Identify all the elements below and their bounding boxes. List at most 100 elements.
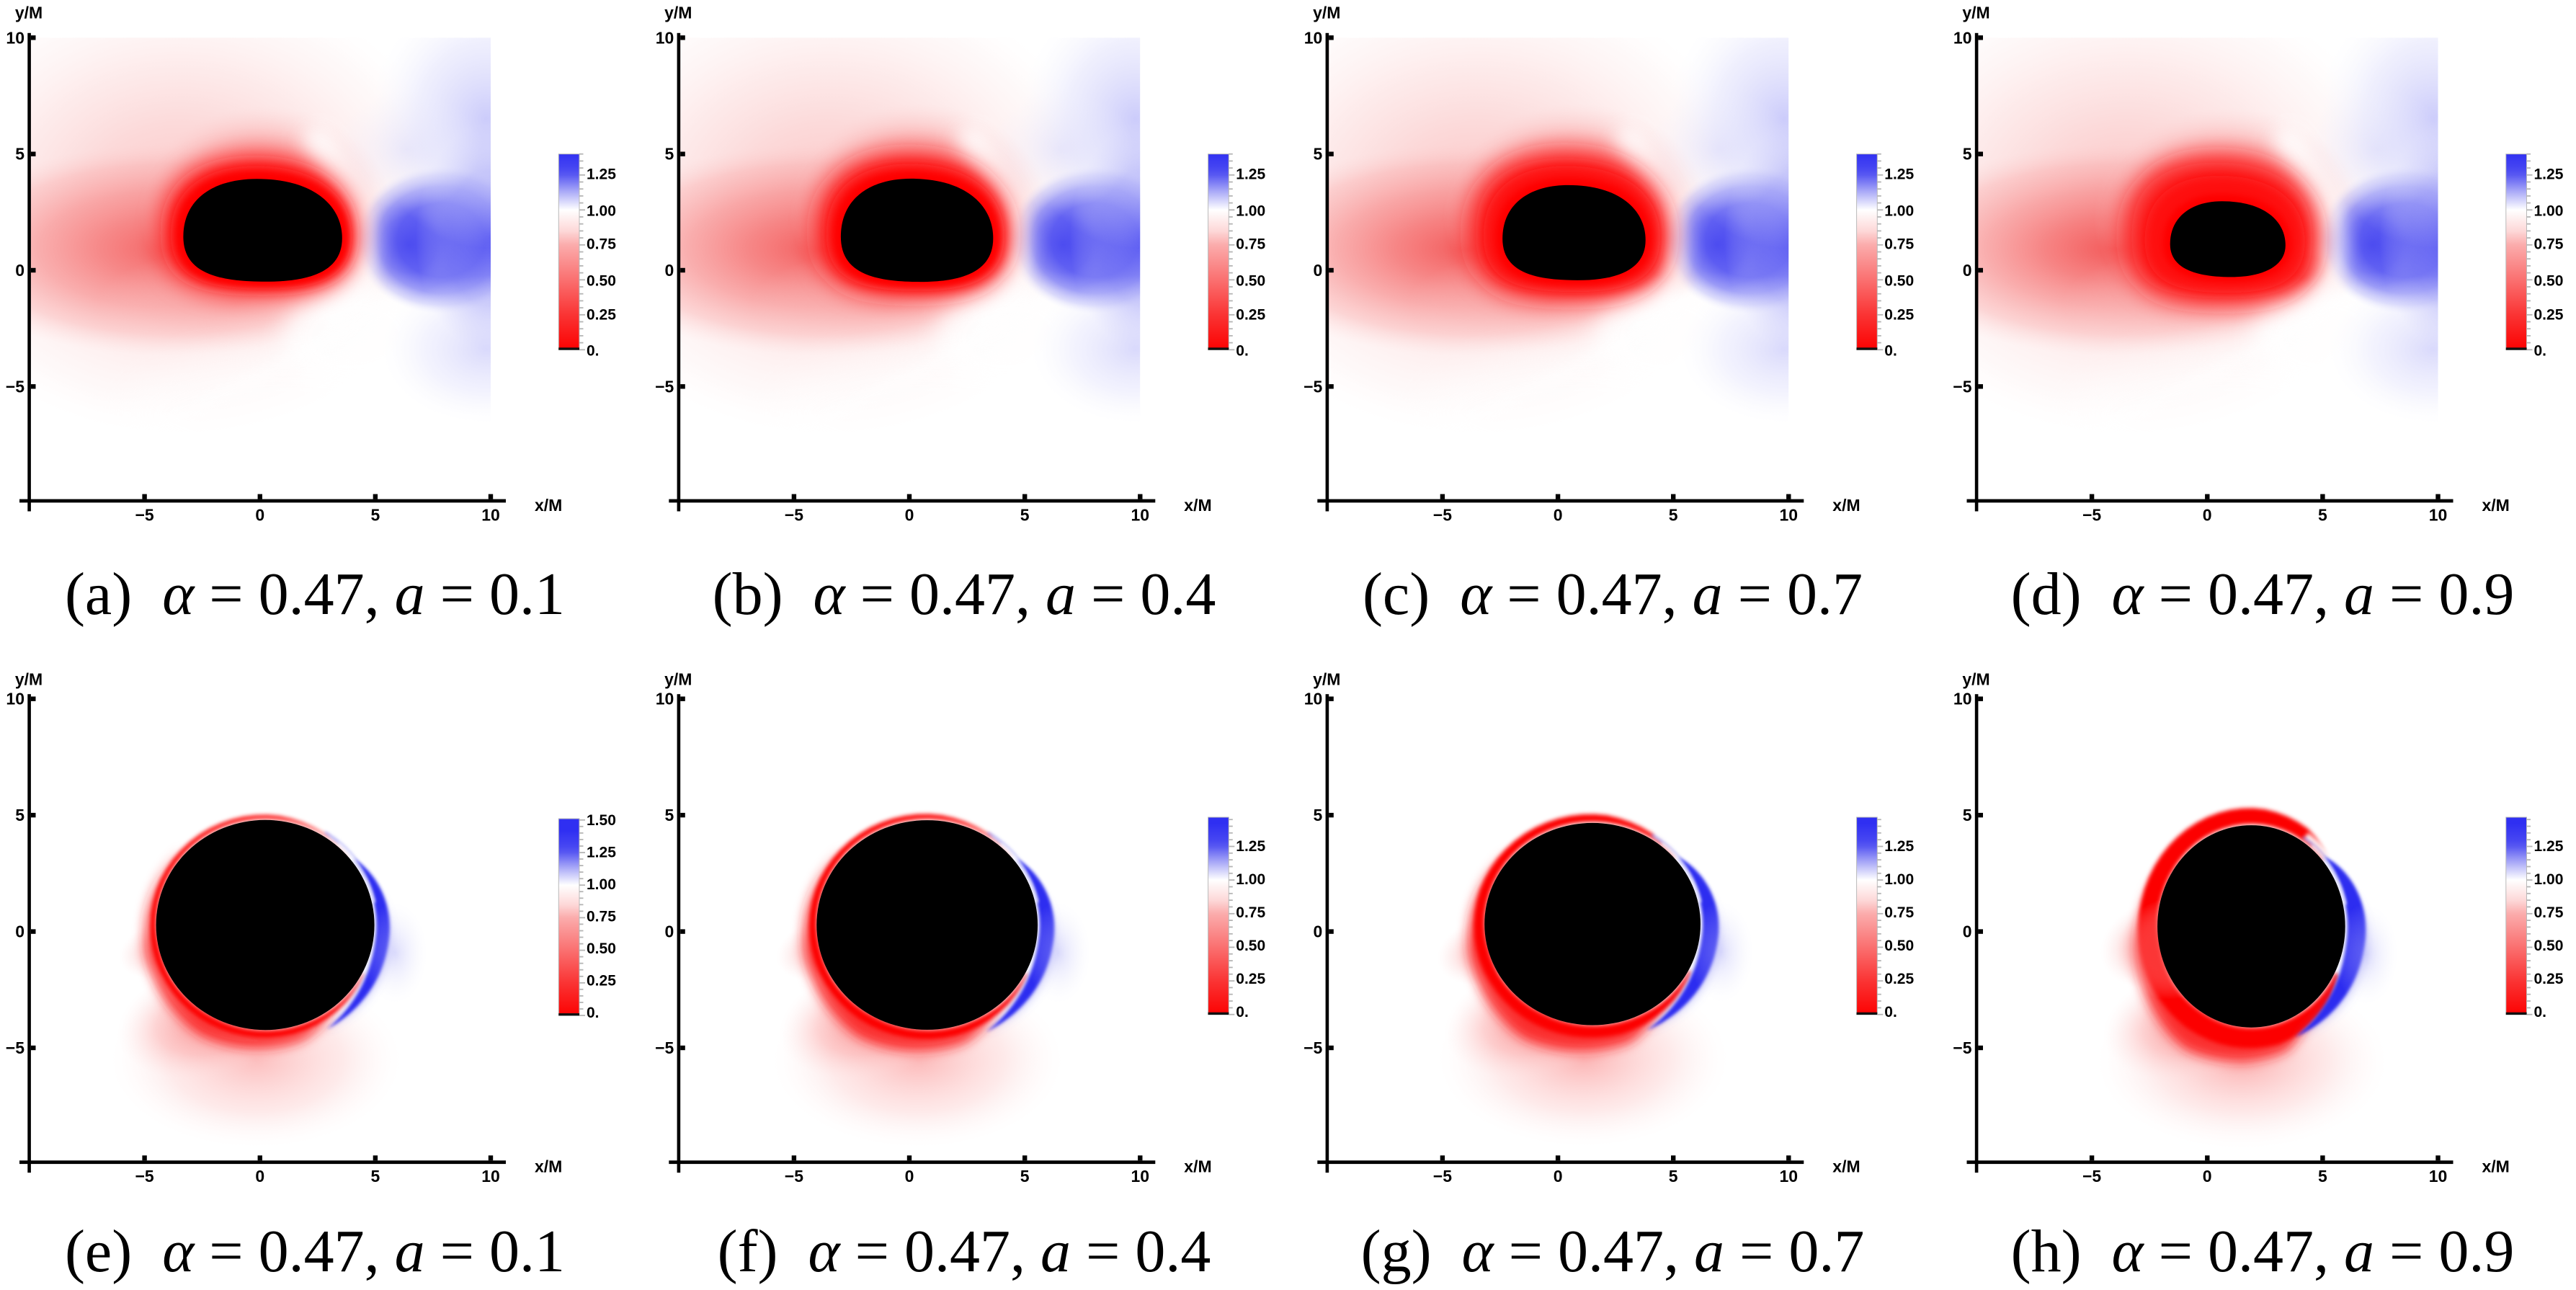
svg-text:0.25: 0.25 [587,972,616,989]
svg-text:x/M: x/M [1832,1157,1860,1176]
svg-text:−5: −5 [1953,377,1971,396]
svg-text:y/M: y/M [1313,4,1340,22]
svg-text:10: 10 [1304,690,1323,708]
svg-text:−5: −5 [135,506,153,525]
svg-text:0.25: 0.25 [1884,307,1914,324]
svg-text:−5: −5 [135,1167,153,1186]
svg-text:5: 5 [1020,506,1030,525]
svg-text:0: 0 [1314,261,1323,280]
svg-text:0.: 0. [2534,343,2547,360]
svg-text:0.50: 0.50 [1884,272,1914,289]
svg-text:10: 10 [6,28,24,47]
svg-text:0.25: 0.25 [1884,971,1914,987]
svg-text:0.: 0. [1884,343,1897,360]
svg-text:10: 10 [6,690,24,708]
svg-text:y/M: y/M [1962,670,1989,689]
svg-text:0.50: 0.50 [2534,938,2564,954]
svg-text:1.25: 1.25 [1884,166,1914,183]
svg-text:0: 0 [665,922,674,941]
svg-text:0.75: 0.75 [1884,904,1914,921]
svg-text:−5: −5 [1303,377,1322,396]
svg-text:1.25: 1.25 [1236,838,1265,855]
svg-text:10: 10 [1953,28,1972,47]
svg-text:0: 0 [665,261,674,280]
svg-text:0: 0 [15,261,24,280]
svg-text:10: 10 [2429,1167,2448,1186]
svg-text:0: 0 [2203,506,2212,525]
svg-text:5: 5 [1020,1167,1030,1186]
svg-text:−5: −5 [1953,1038,1971,1057]
svg-text:0: 0 [1963,261,1972,280]
svg-text:0.25: 0.25 [1236,971,1265,987]
svg-text:10: 10 [1780,506,1799,525]
svg-text:−5: −5 [6,1038,24,1057]
svg-text:0.50: 0.50 [1884,938,1914,954]
svg-text:10: 10 [1131,1167,1150,1186]
svg-text:5: 5 [1963,806,1972,824]
svg-text:0: 0 [255,506,264,525]
svg-text:0: 0 [905,1167,914,1186]
svg-text:5: 5 [371,506,380,525]
svg-text:−5: −5 [785,1167,803,1186]
svg-text:y/M: y/M [1313,670,1340,689]
svg-text:10: 10 [481,1167,500,1186]
svg-text:0.75: 0.75 [2534,904,2564,921]
svg-text:0: 0 [1554,1167,1563,1186]
svg-text:1.00: 1.00 [2534,203,2564,219]
svg-text:y/M: y/M [15,670,43,689]
svg-text:0.75: 0.75 [2534,236,2564,253]
svg-text:x/M: x/M [1184,496,1211,515]
svg-text:0.: 0. [587,343,600,360]
svg-text:y/M: y/M [1962,4,1989,22]
svg-text:0.: 0. [1236,1004,1249,1020]
svg-text:0.: 0. [1884,1004,1897,1020]
svg-text:1.25: 1.25 [2534,166,2564,183]
svg-text:1.25: 1.25 [587,166,616,183]
svg-text:0.75: 0.75 [1236,904,1265,921]
svg-text:1.00: 1.00 [2534,871,2564,888]
svg-text:0.50: 0.50 [587,272,616,289]
svg-text:1.00: 1.00 [1884,203,1914,219]
svg-text:5: 5 [15,806,24,824]
svg-text:x/M: x/M [1832,496,1860,515]
svg-text:−5: −5 [655,377,674,396]
svg-text:y/M: y/M [664,670,692,689]
svg-text:0.25: 0.25 [1236,307,1265,324]
svg-text:−5: −5 [1303,1038,1322,1057]
svg-text:1.00: 1.00 [1884,871,1914,888]
svg-text:5: 5 [665,806,674,824]
svg-text:0: 0 [15,922,24,941]
svg-text:0.25: 0.25 [587,307,616,324]
svg-text:0.50: 0.50 [1236,938,1265,954]
svg-text:−5: −5 [2082,506,2101,525]
svg-text:−5: −5 [785,506,803,525]
svg-text:0: 0 [1963,922,1972,941]
svg-text:10: 10 [2429,506,2448,525]
svg-text:10: 10 [1780,1167,1799,1186]
svg-text:5: 5 [1669,1167,1678,1186]
svg-text:10: 10 [481,506,500,525]
svg-text:1.50: 1.50 [587,812,616,829]
svg-text:0: 0 [1554,506,1563,525]
svg-text:5: 5 [2318,1167,2327,1186]
svg-text:y/M: y/M [15,4,43,22]
svg-text:1.25: 1.25 [1236,166,1265,183]
svg-text:1.00: 1.00 [1236,203,1265,219]
svg-text:0: 0 [1314,922,1323,941]
svg-text:0.25: 0.25 [2534,307,2564,324]
svg-text:y/M: y/M [664,4,692,22]
svg-text:0.50: 0.50 [587,940,616,957]
svg-text:1.00: 1.00 [587,876,616,893]
svg-text:5: 5 [1314,145,1323,164]
svg-text:0: 0 [905,506,914,525]
svg-text:1.00: 1.00 [1236,871,1265,888]
svg-text:0.75: 0.75 [1236,236,1265,253]
svg-text:5: 5 [1314,806,1323,824]
svg-text:x/M: x/M [535,1157,562,1176]
svg-text:0.75: 0.75 [1884,236,1914,253]
svg-text:0.50: 0.50 [1236,272,1265,289]
svg-text:−5: −5 [1433,506,1452,525]
svg-text:1.25: 1.25 [587,845,616,861]
svg-text:0: 0 [255,1167,264,1186]
svg-text:10: 10 [1953,690,1972,708]
